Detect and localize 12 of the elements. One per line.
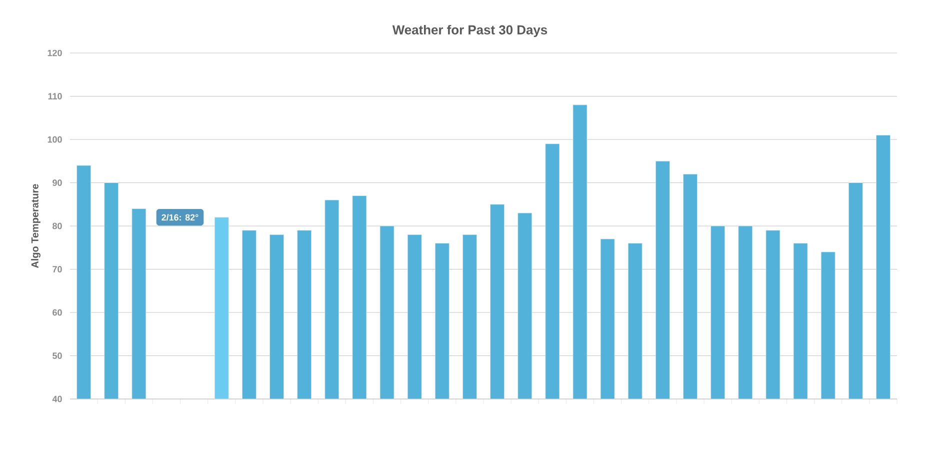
y-axis-title: Algo Temperature — [31, 184, 40, 268]
y-tick-label: 60 — [52, 309, 62, 316]
y-tick-label: 100 — [48, 136, 62, 143]
y-tick-label: 110 — [48, 93, 62, 100]
y-tick-label: 80 — [52, 222, 62, 230]
y-tick-label: 50 — [52, 352, 62, 359]
y-tick-label: 40 — [52, 396, 62, 402]
annotation: 2/16: 82° — [162, 214, 198, 221]
chart-title: Weather for Past 30 Days — [392, 24, 548, 38]
y-tick-label: 120 — [48, 50, 62, 56]
y-tick-label: 90 — [52, 180, 62, 186]
y-tick-label: 70 — [52, 266, 62, 272]
